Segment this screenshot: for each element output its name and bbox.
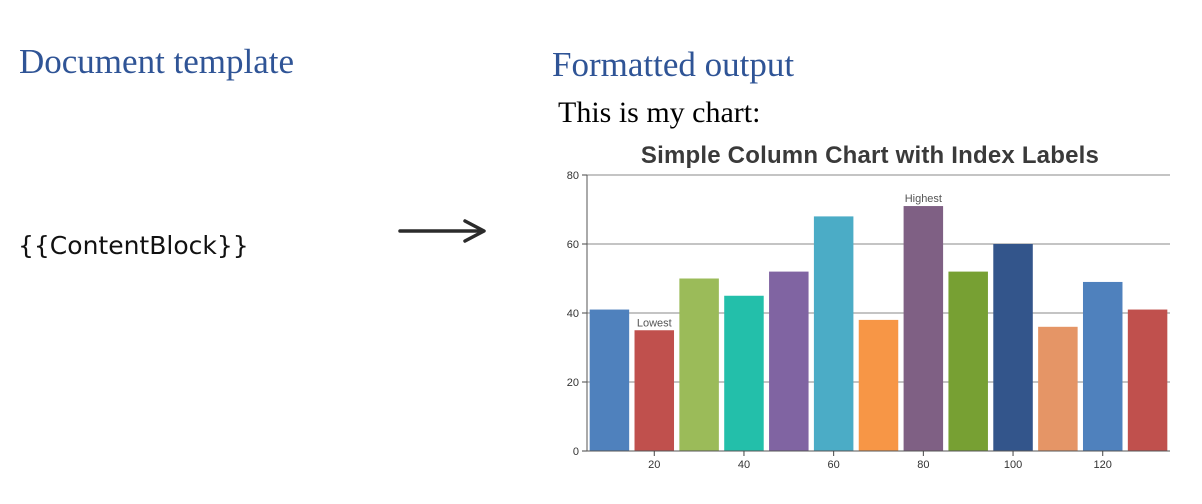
- index-label: Highest: [905, 193, 942, 205]
- chart-title: Simple Column Chart with Index Labels: [641, 142, 1099, 169]
- bar: [634, 330, 675, 451]
- y-tick-label: 80: [567, 170, 579, 182]
- y-tick-label: 0: [573, 446, 579, 458]
- bar: [589, 309, 630, 451]
- x-tick-label: 40: [738, 459, 750, 468]
- content-block-placeholder: {{ContentBlock}}: [18, 231, 249, 260]
- bar: [724, 295, 764, 451]
- x-tick-label: 100: [1004, 459, 1022, 468]
- x-tick-label: 20: [648, 459, 660, 468]
- bar: [769, 271, 809, 451]
- x-tick-label: 120: [1094, 459, 1112, 468]
- bar: [1038, 326, 1078, 451]
- bar: [1082, 281, 1123, 451]
- bar: [903, 206, 944, 451]
- bar: [679, 278, 719, 451]
- column-chart: Simple Column Chart with Index Labels Lo…: [567, 142, 1170, 468]
- y-tick-label: 40: [567, 308, 579, 320]
- bar: [993, 244, 1033, 451]
- right-arrow-icon: [398, 219, 486, 243]
- x-tick-label: 60: [828, 459, 840, 468]
- bar: [948, 271, 988, 451]
- chart-intro-text: This is my chart:: [558, 96, 761, 129]
- x-tick-label: 80: [917, 459, 929, 468]
- document-template-heading: Document template: [19, 42, 295, 81]
- y-tick-label: 20: [567, 377, 579, 389]
- index-label: Lowest: [637, 317, 672, 329]
- chart-axes: 0 20 40 60 80 20 40 60 80 100 120: [567, 170, 1170, 468]
- bar: [813, 216, 854, 451]
- bar: [1127, 309, 1168, 451]
- bar: [858, 319, 899, 451]
- formatted-output-heading: Formatted output: [552, 45, 795, 84]
- chart-bars: Lowest Highest: [589, 193, 1168, 451]
- y-tick-label: 60: [567, 239, 579, 251]
